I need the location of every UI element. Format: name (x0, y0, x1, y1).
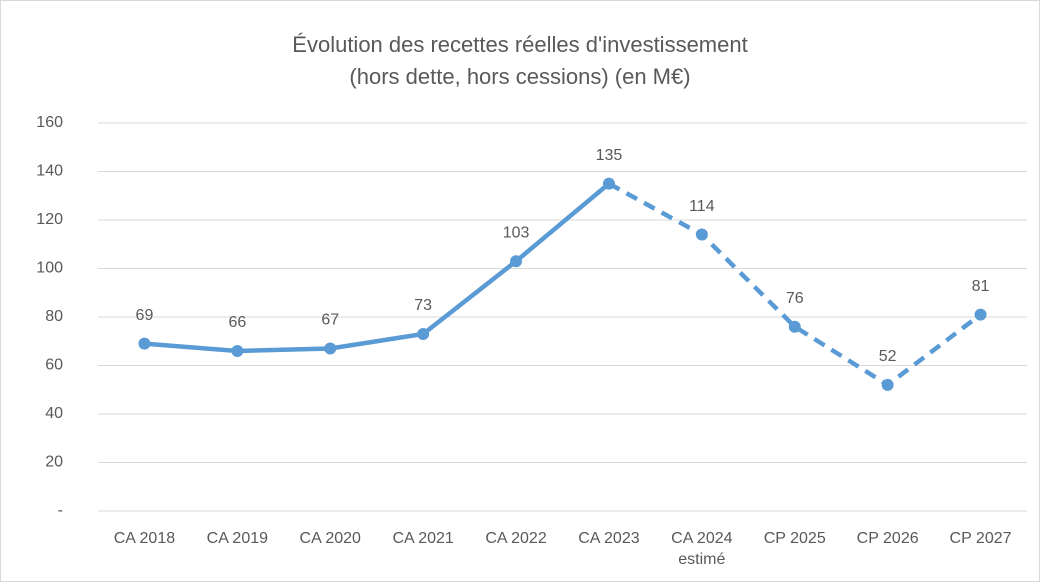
y-tick-label: 60 (45, 357, 63, 374)
data-label: 67 (321, 312, 339, 329)
data-label: 73 (414, 297, 432, 314)
x-tick-label: CA 2020 (299, 530, 361, 547)
data-point (324, 342, 337, 355)
x-tick-label: CA 2019 (206, 530, 269, 547)
x-tick-label: CA 2023 (578, 530, 640, 547)
chart-title: Évolution des recettes réelles d'investi… (292, 32, 747, 57)
y-tick-label: 40 (45, 405, 63, 422)
data-label: 103 (503, 224, 530, 241)
data-point (974, 308, 987, 321)
y-tick-label: - (58, 502, 63, 519)
data-label: 52 (879, 348, 897, 365)
data-point (138, 337, 151, 350)
data-label: 66 (228, 314, 246, 331)
line (607, 181, 982, 388)
y-tick-label: 100 (36, 260, 63, 277)
data-label: 69 (136, 307, 154, 324)
data-label: 76 (786, 290, 804, 307)
y-tick-label: 120 (36, 211, 63, 228)
data-point (602, 177, 615, 190)
data-point (510, 255, 523, 268)
data-label: 81 (972, 278, 990, 295)
line (144, 181, 611, 354)
x-tick-label: CA 2021 (392, 530, 454, 547)
chart-subtitle: (hors dette, hors cessions) (en M€) (349, 64, 690, 89)
x-tick-label: CP 2026 (856, 530, 919, 547)
y-tick-label: 140 (36, 163, 63, 180)
data-point (417, 327, 430, 340)
x-tick-label: CP 2027 (949, 530, 1012, 547)
y-tick-label: 160 (36, 114, 63, 131)
y-tick-label: 20 (45, 454, 63, 471)
data-point (788, 320, 801, 333)
y-tick-label: 80 (45, 308, 63, 325)
data-point (881, 378, 894, 391)
x-tick-label: CA 2024 estimé (671, 530, 733, 568)
x-tick-label: CA 2022 (485, 530, 547, 547)
x-tick-label: CA 2018 (113, 530, 176, 547)
data-point (695, 228, 708, 241)
data-label: 114 (689, 198, 715, 215)
x-tick-label: CP 2025 (763, 530, 826, 547)
data-point (231, 344, 244, 357)
data-label: 135 (596, 147, 623, 164)
